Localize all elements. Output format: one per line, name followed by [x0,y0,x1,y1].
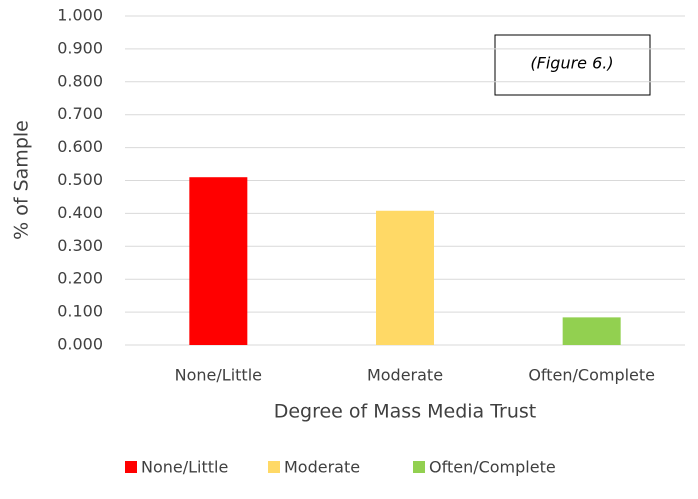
x-axis-title: Degree of Mass Media Trust [274,401,537,423]
y-axis-title: % of Sample [11,120,33,240]
y-tick-label: 0.800 [57,71,103,90]
y-tick-label: 0.100 [57,302,103,321]
legend-label: None/Little [141,458,228,477]
annotation-box [494,34,651,96]
y-tick-label: 0.000 [57,335,103,354]
y-tick-label: 0.500 [57,170,103,189]
legend-swatch [268,461,280,473]
y-tick-label: 1.000 [57,6,103,25]
y-tick-label: 0.900 [57,38,103,57]
legend-label: Moderate [284,458,360,477]
x-tick-label: None/Little [175,366,262,385]
legend-swatch [125,461,137,473]
x-tick-label: Moderate [367,366,443,385]
legend-swatch [413,461,425,473]
y-tick-label: 0.200 [57,269,103,288]
annotation: (Figure 6.) [530,54,613,73]
y-tick-label: 0.600 [57,137,103,156]
legend-label: Often/Complete [429,458,556,477]
y-tick-label: 0.300 [57,236,103,255]
bar [562,317,621,345]
bar [189,177,248,345]
x-tick-label: Often/Complete [528,366,655,385]
bar [376,210,434,345]
y-tick-label: 0.700 [57,104,103,123]
y-tick-label: 0.400 [57,203,103,222]
